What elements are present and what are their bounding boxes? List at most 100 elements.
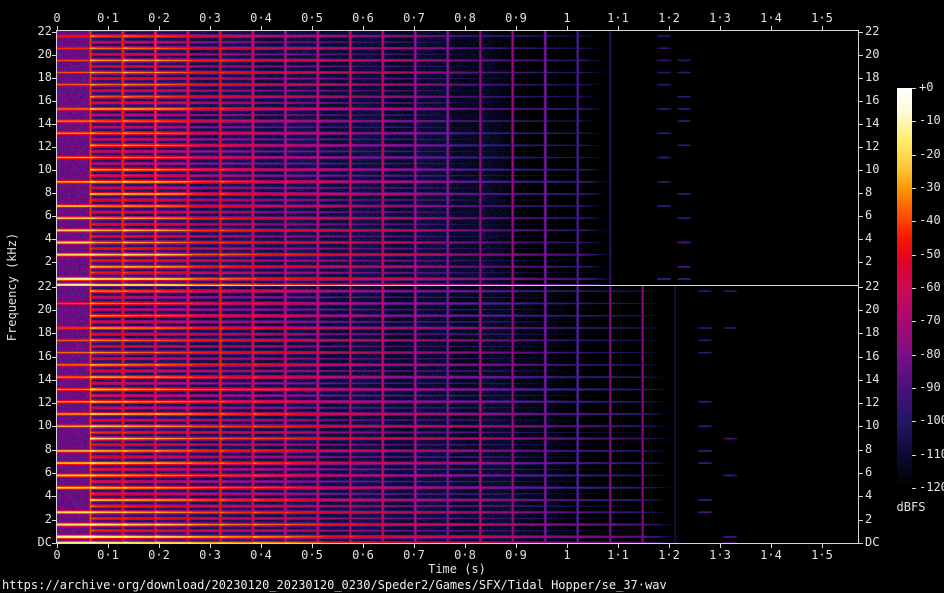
tick-mark	[859, 380, 863, 381]
tick-mark	[159, 26, 160, 31]
tick-mark	[52, 78, 56, 79]
tick-mark	[859, 101, 863, 102]
tick-mark	[912, 288, 916, 289]
tick-mark	[52, 55, 56, 56]
tick-mark	[859, 55, 863, 56]
x-tick-label: 0	[53, 548, 61, 562]
tick-mark	[210, 26, 211, 31]
y-tick-label: 4	[44, 488, 52, 502]
tick-mark	[912, 88, 916, 89]
plot-border-left	[56, 30, 57, 544]
colorbar-tick-label: -10	[919, 113, 941, 127]
y-tick-label: 20	[865, 47, 880, 61]
x-tick-label: 1	[563, 11, 571, 25]
tick-mark	[52, 473, 56, 474]
tick-mark	[859, 78, 863, 79]
tick-mark	[912, 121, 916, 122]
colorbar-tick-label: -120	[919, 480, 944, 494]
y-tick-label: 2	[865, 254, 873, 268]
tick-mark	[465, 543, 466, 548]
y-tick-label: 16	[37, 93, 52, 107]
tick-mark	[567, 26, 568, 31]
x-tick-label: 0·4	[250, 548, 272, 562]
tick-mark	[52, 333, 56, 334]
x-tick-label: 1·3	[709, 11, 731, 25]
tick-mark	[771, 543, 772, 548]
colorbar-tick-label: -60	[919, 280, 941, 294]
colorbar-tick-label: -20	[919, 147, 941, 161]
tick-mark	[52, 310, 56, 311]
x-tick-label: 0·5	[301, 548, 323, 562]
tick-mark	[669, 26, 670, 31]
x-tick-label: 0·3	[199, 548, 221, 562]
tick-mark	[52, 239, 56, 240]
tick-mark	[859, 450, 863, 451]
y-tick-label: 2	[865, 512, 873, 526]
tick-mark	[516, 26, 517, 31]
tick-mark	[52, 101, 56, 102]
y-tick-label-dc: DC	[865, 535, 880, 549]
dbfs-unit-label: dBFS	[896, 500, 926, 514]
y-tick-label: 14	[37, 116, 52, 130]
colorbar	[897, 88, 912, 488]
y-tick-label: 6	[865, 208, 873, 222]
tick-mark	[771, 26, 772, 31]
tick-mark	[52, 543, 56, 544]
y-tick-label: 4	[865, 231, 873, 245]
y-tick-label: 18	[37, 325, 52, 339]
y-tick-label: 2	[44, 512, 52, 526]
y-tick-label: 22	[37, 279, 52, 293]
tick-mark	[52, 124, 56, 125]
y-tick-label: 10	[865, 162, 880, 176]
y-tick-label: 16	[865, 93, 880, 107]
tick-mark	[859, 520, 863, 521]
tick-mark	[52, 426, 56, 427]
tick-mark	[912, 455, 916, 456]
x-tick-label: 1·4	[760, 548, 782, 562]
tick-mark	[859, 333, 863, 334]
tick-mark	[720, 26, 721, 31]
colorbar-tick-label: -90	[919, 380, 941, 394]
tick-mark	[859, 193, 863, 194]
plot-border-top	[56, 30, 859, 31]
x-tick-label: 0·3	[199, 11, 221, 25]
y-tick-label: 12	[37, 139, 52, 153]
tick-mark	[52, 216, 56, 217]
tick-mark	[52, 32, 56, 33]
y-tick-label: 8	[865, 442, 873, 456]
tick-mark	[859, 310, 863, 311]
y-tick-label: 12	[37, 395, 52, 409]
y-tick-label: 4	[865, 488, 873, 502]
tick-mark	[159, 543, 160, 548]
spectrogram-channel-upper	[57, 31, 858, 285]
tick-mark	[52, 170, 56, 171]
tick-mark	[618, 543, 619, 548]
colorbar-tick-label: -50	[919, 247, 941, 261]
tick-mark	[859, 239, 863, 240]
y-tick-label: 16	[37, 349, 52, 363]
colorbar-tick-label: +0	[919, 80, 934, 94]
tick-mark	[859, 262, 863, 263]
plot-border-bottom	[56, 543, 859, 544]
y-tick-label: 10	[37, 162, 52, 176]
x-tick-label: 0	[53, 11, 61, 25]
x-tick-label: 1·1	[607, 11, 629, 25]
tick-mark	[822, 543, 823, 548]
x-tick-label: 0·2	[148, 11, 170, 25]
y-tick-label: 2	[44, 254, 52, 268]
x-tick-label: 0·1	[97, 11, 119, 25]
tick-mark	[859, 496, 863, 497]
y-tick-label: 22	[37, 24, 52, 38]
tick-mark	[465, 26, 466, 31]
tick-mark	[52, 520, 56, 521]
y-tick-label: 6	[865, 465, 873, 479]
y-tick-label: 6	[44, 465, 52, 479]
tick-mark	[414, 543, 415, 548]
tick-mark	[859, 147, 863, 148]
x-tick-label: 0·4	[250, 11, 272, 25]
tick-mark	[312, 26, 313, 31]
tick-mark	[912, 221, 916, 222]
tick-mark	[859, 216, 863, 217]
tick-mark	[210, 543, 211, 548]
